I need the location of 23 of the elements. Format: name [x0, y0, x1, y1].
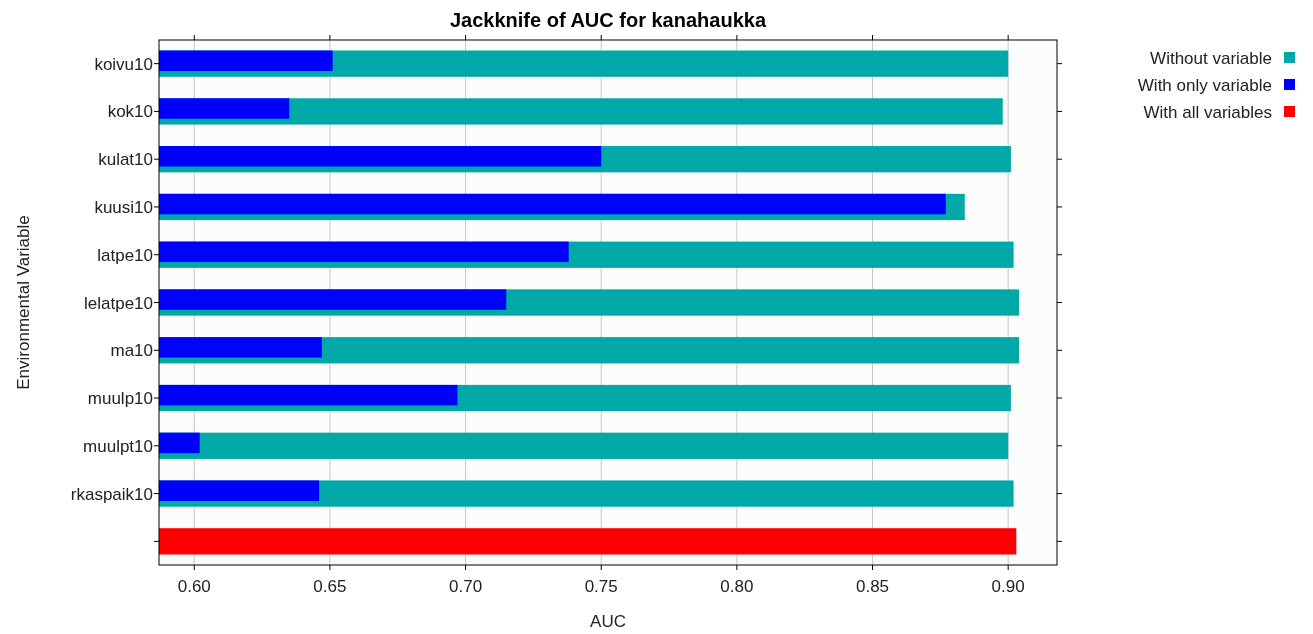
y-tick-label: kuusi10: [94, 197, 153, 217]
x-tick-label: 0.70: [449, 577, 483, 596]
y-tick-label: muulp10: [87, 389, 153, 409]
y-tick-label: rkaspaik10: [70, 484, 153, 504]
y-axis-title: Environmental Variable: [14, 215, 33, 390]
x-tick-label: 0.80: [720, 577, 754, 596]
y-tick-label: lelatpe10: [83, 293, 153, 313]
chart-title: Jackknife of AUC for kanahaukka: [449, 9, 767, 31]
legend-label: Without variable: [1150, 49, 1272, 68]
x-tick-label: 0.60: [177, 577, 211, 596]
x-tick-label: 0.75: [584, 577, 618, 596]
y-tick-label: muulpt10: [83, 436, 153, 456]
x-tick-label: 0.90: [991, 577, 1025, 596]
y-tick-label: latpe10: [97, 245, 153, 265]
x-tick-label: 0.85: [855, 577, 890, 596]
y-tick-label: koivu10: [94, 54, 153, 74]
y-tick-label: kulat10: [98, 150, 153, 170]
legend-label: With all variables: [1143, 103, 1272, 122]
y-tick-label: ma10: [110, 341, 153, 361]
y-tick-label: kok10: [107, 102, 153, 122]
legend-label: With only variable: [1137, 76, 1272, 95]
x-axis-title: AUC: [590, 612, 626, 631]
x-tick-label: 0.65: [313, 577, 347, 596]
